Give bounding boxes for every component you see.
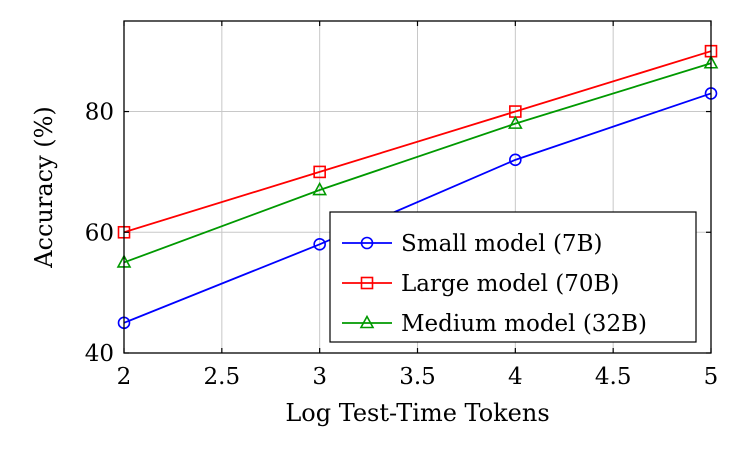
tick-labels: 2 2.5 3 3.5 4 4.5 5 40 60 80 bbox=[85, 100, 719, 390]
x-tick-label: 2.5 bbox=[204, 364, 241, 390]
x-tick-label: 4.5 bbox=[595, 364, 632, 390]
series-line bbox=[123, 62, 712, 264]
data-point-triangle bbox=[507, 115, 523, 129]
legend-label: Small model (7B) bbox=[401, 231, 602, 257]
legend-marker-square bbox=[360, 276, 374, 290]
y-tick-label: 80 bbox=[85, 100, 114, 126]
data-point-square bbox=[313, 165, 326, 179]
legend-entry-1: Large model (70B) bbox=[342, 271, 619, 297]
data-point-triangle bbox=[312, 181, 328, 196]
series-line bbox=[123, 50, 712, 234]
axis-ticks bbox=[123, 21, 712, 354]
x-tick-label: 3 bbox=[312, 364, 327, 390]
legend-marker-triangle bbox=[359, 314, 375, 329]
legend-entry-0: Small model (7B) bbox=[342, 231, 602, 257]
legend-entry-2: Medium model (32B) bbox=[342, 311, 647, 337]
x-tick-label: 3.5 bbox=[399, 364, 436, 390]
y-tick-label: 40 bbox=[85, 341, 114, 367]
legend-label: Medium model (32B) bbox=[401, 311, 647, 337]
x-axis-label: Log Test-Time Tokens bbox=[285, 399, 549, 427]
legend-label: Large model (70B) bbox=[401, 271, 619, 297]
legend-box bbox=[329, 211, 697, 343]
x-tick-label: 4 bbox=[508, 364, 523, 390]
series-line bbox=[123, 92, 712, 324]
x-tick-label: 2 bbox=[117, 364, 132, 390]
legend-marker-circle bbox=[360, 236, 374, 250]
y-axis-label: Accuracy (%) bbox=[30, 106, 58, 269]
series-lines bbox=[116, 44, 719, 330]
data-point-circle bbox=[313, 238, 326, 251]
legend: Small model (7B) Large model (70B) Medium … bbox=[329, 211, 697, 343]
data-point-circle bbox=[509, 153, 522, 167]
x-tick-label: 5 bbox=[704, 364, 719, 390]
y-tick-label: 60 bbox=[85, 220, 114, 246]
